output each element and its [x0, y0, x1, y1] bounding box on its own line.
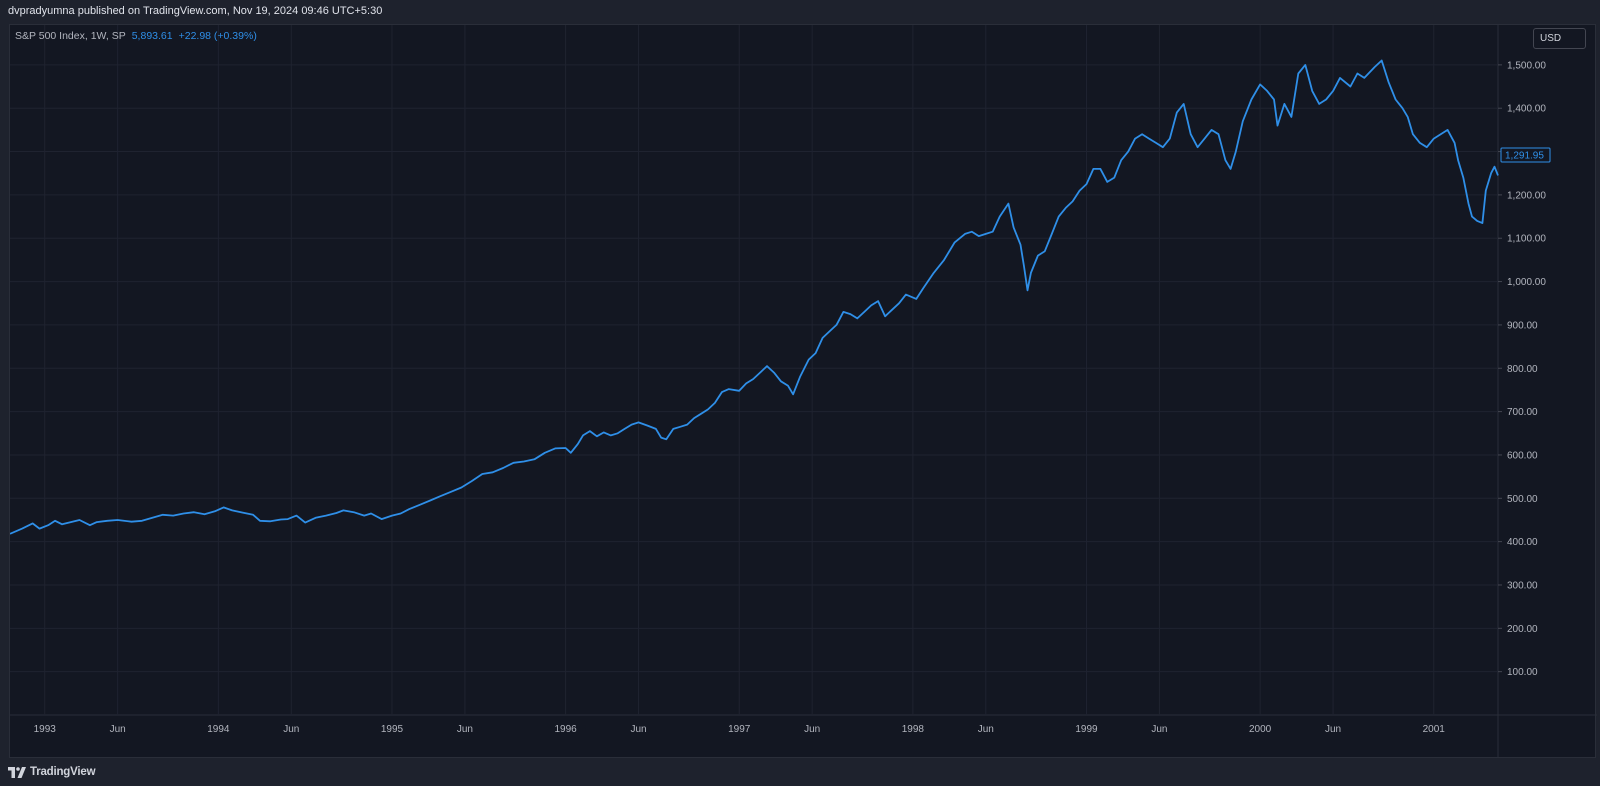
x-tick-label: Jun	[978, 724, 994, 735]
y-tick-label: 1,100.00	[1507, 234, 1546, 245]
legend-last-value: 5,893.61	[131, 30, 173, 42]
x-tick-label: Jun	[1151, 724, 1167, 735]
series-line[interactable]	[10, 59, 1499, 535]
x-tick-label: 2000	[1249, 724, 1272, 735]
y-tick-label: 900.00	[1507, 320, 1538, 331]
y-tick-label: 500.00	[1507, 494, 1538, 505]
tradingview-brand[interactable]: TradingView	[8, 763, 96, 781]
y-tick-label: 300.00	[1507, 580, 1538, 591]
x-tick-label: 1998	[902, 724, 925, 735]
x-tick-label: 1994	[207, 724, 230, 735]
footer-bar: TradingView	[0, 758, 1600, 786]
y-tick-label: 600.00	[1507, 450, 1538, 461]
x-tick-label: 1997	[728, 724, 751, 735]
legend-symbol: S&P 500 Index, 1W, SP	[15, 30, 126, 42]
published-by-text: dvpradyumna published on TradingView.com…	[8, 5, 383, 17]
x-tick-label: Jun	[457, 724, 473, 735]
y-tick-label: 1,200.00	[1507, 190, 1546, 201]
y-tick-label: 1,400.00	[1507, 104, 1546, 115]
y-tick-label: 200.00	[1507, 624, 1538, 635]
x-tick-label: Jun	[283, 724, 299, 735]
y-tick-label: 400.00	[1507, 537, 1538, 548]
x-tick-label: 1993	[34, 724, 57, 735]
last-price-label: 1,291.95	[1505, 151, 1544, 162]
x-tick-label: Jun	[110, 724, 126, 735]
x-tick-label: Jun	[804, 724, 820, 735]
y-tick-label: 700.00	[1507, 407, 1538, 418]
price-chart[interactable]: 100.00 200.00 300.00 400.00 500.00 600.00 700.…	[10, 25, 1597, 759]
legend-change: +22.98 (+0.39%)	[178, 30, 257, 42]
y-tick-label: 100.00	[1507, 667, 1538, 678]
series-legend: S&P 500 Index, 1W, SP 5,893.61 +22.98 (+0.…	[15, 30, 257, 42]
brand-name: TradingView	[30, 766, 96, 778]
chart-pane[interactable]: 100.00 200.00 300.00 400.00 500.00 600.00 700.…	[9, 24, 1597, 759]
y-tick-label: 1,000.00	[1507, 277, 1546, 288]
y-tick-label: 800.00	[1507, 364, 1538, 375]
x-tick-label: 1999	[1075, 724, 1098, 735]
x-tick-label: 1996	[554, 724, 577, 735]
x-tick-label: Jun	[630, 724, 646, 735]
y-tick-label: 1,500.00	[1507, 60, 1546, 71]
currency-button[interactable]: USD	[1533, 28, 1586, 49]
x-tick-label: 1995	[381, 724, 404, 735]
x-tick-label: 2001	[1423, 724, 1446, 735]
tradingview-logo-icon	[8, 766, 26, 778]
x-tick-label: Jun	[1325, 724, 1341, 735]
publisher-bar: dvpradyumna published on TradingView.com…	[0, 0, 1600, 24]
last-price-box	[1500, 147, 1551, 163]
